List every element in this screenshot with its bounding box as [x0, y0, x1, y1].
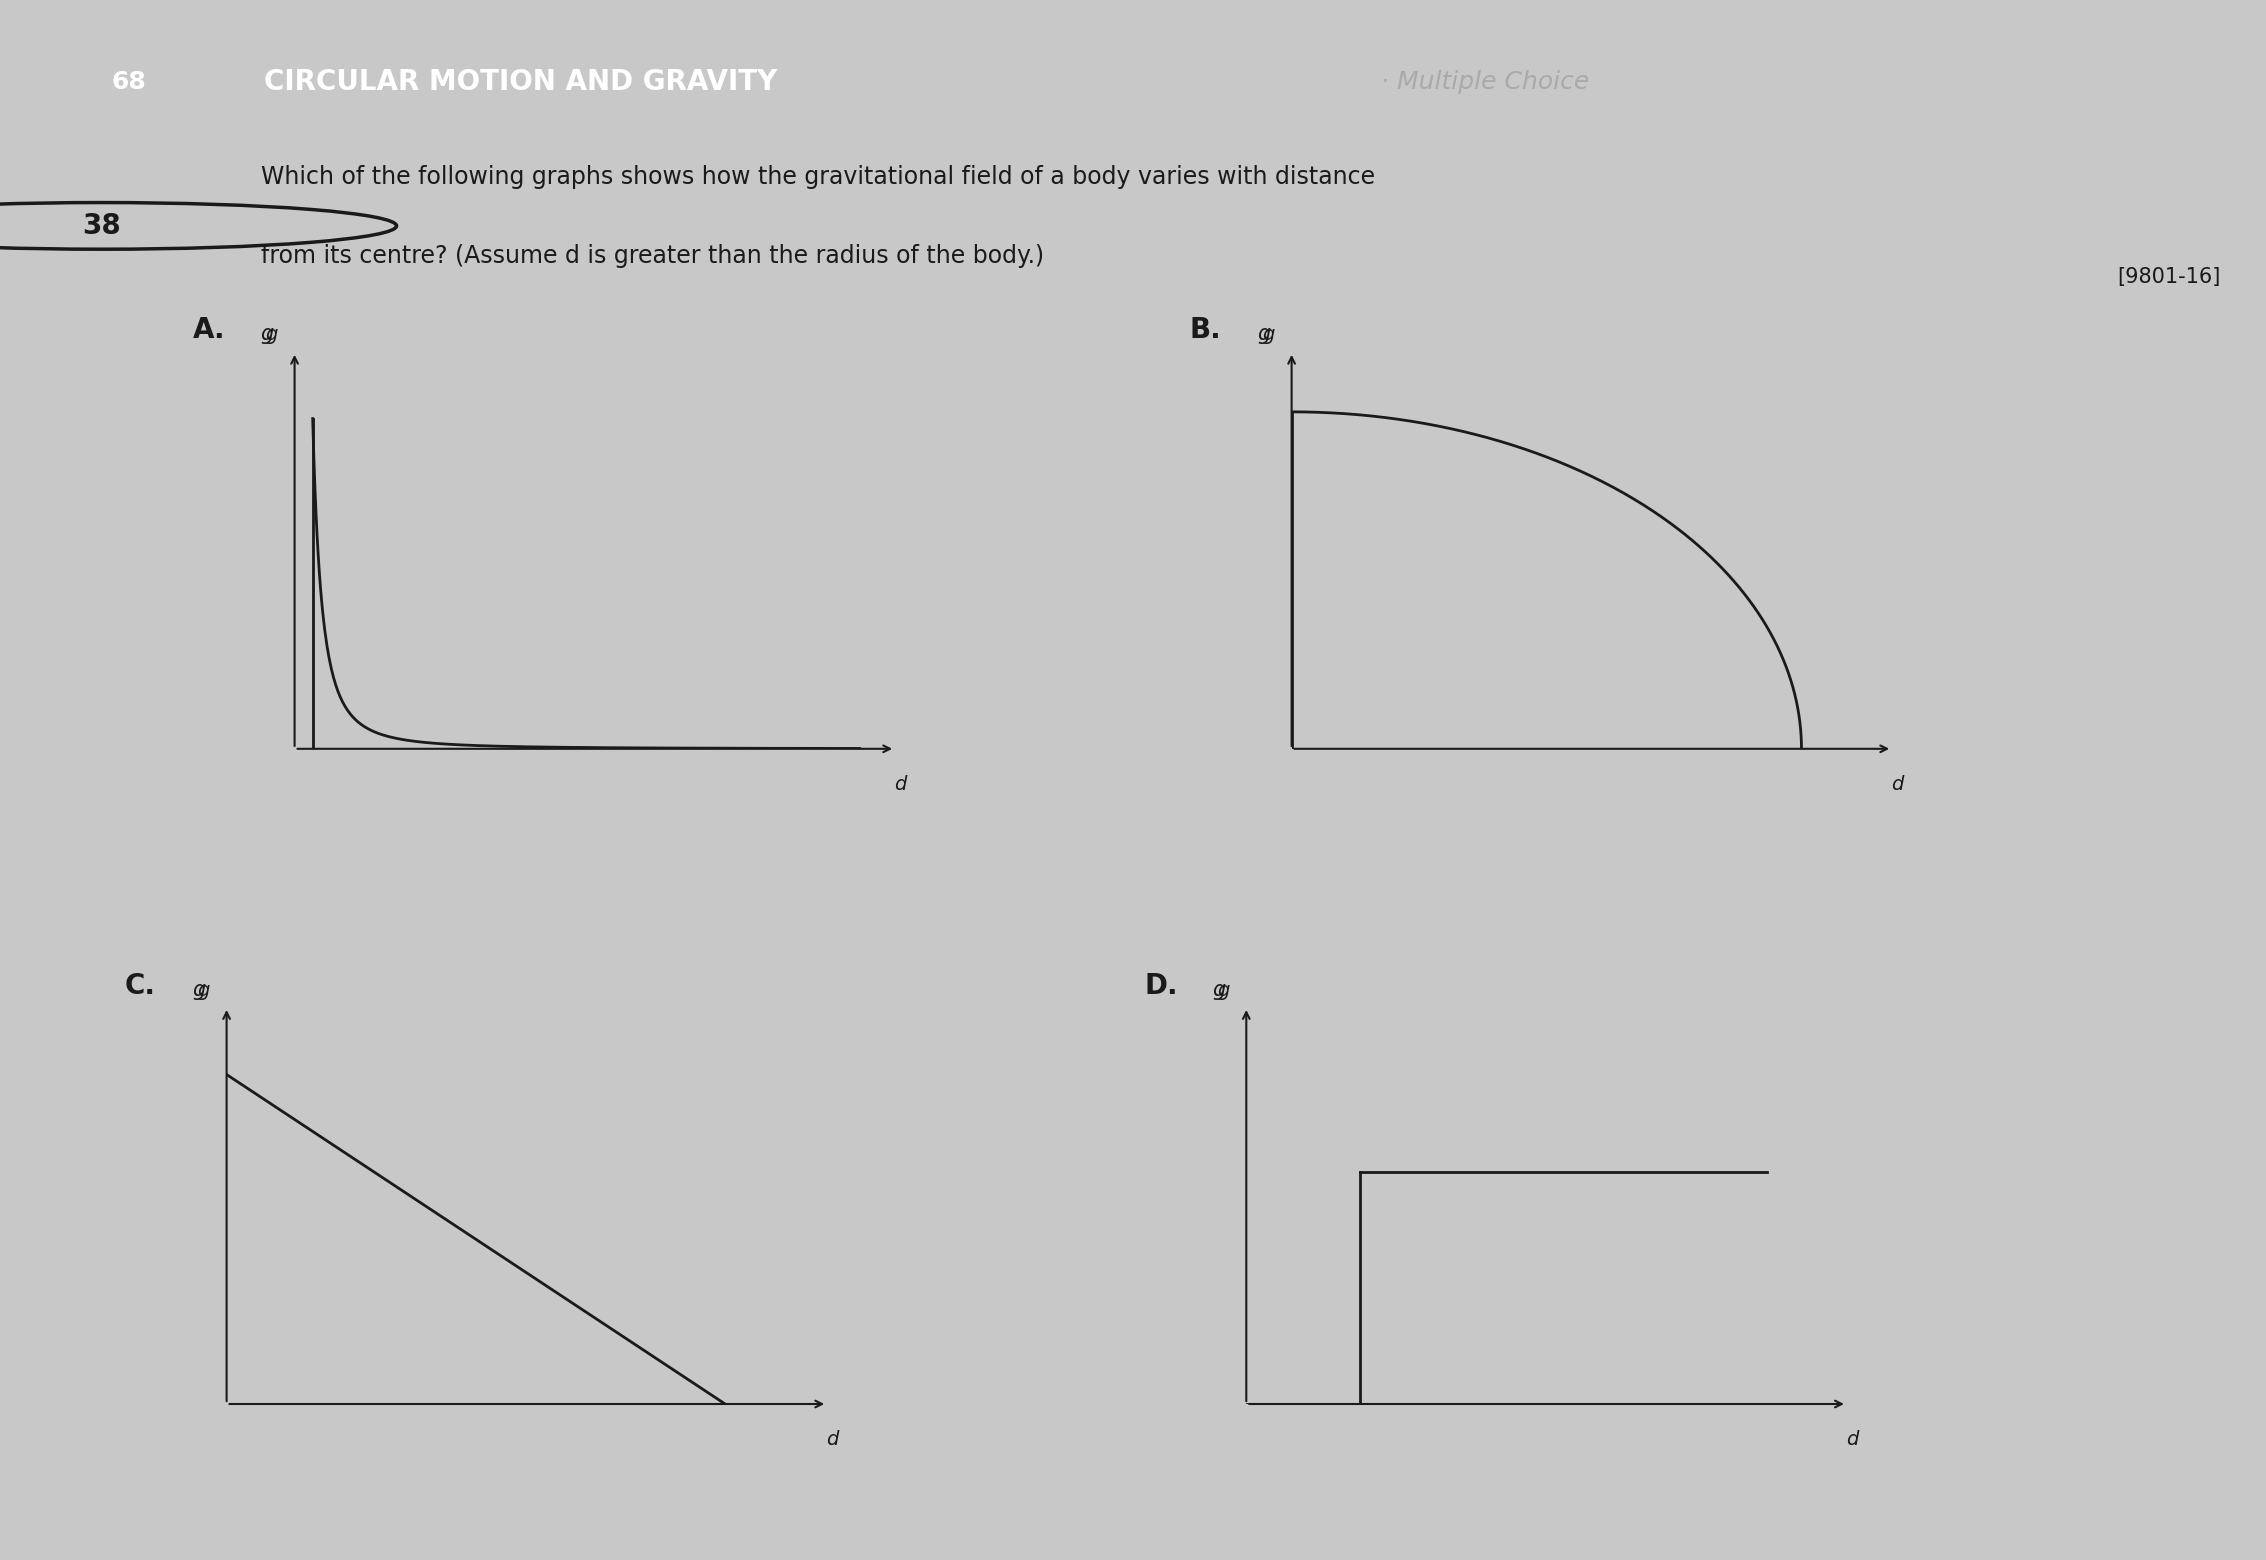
- Text: · Multiple Choice: · Multiple Choice: [1373, 70, 1588, 94]
- Text: g: g: [265, 326, 279, 345]
- Text: g: g: [1258, 324, 1271, 345]
- Text: g: g: [197, 981, 211, 1000]
- Text: g: g: [261, 324, 274, 345]
- Text: d: d: [1847, 1431, 1858, 1449]
- Text: [9801-16]: [9801-16]: [2116, 267, 2221, 287]
- Text: C.: C.: [125, 972, 156, 1000]
- Text: g: g: [1262, 326, 1276, 345]
- Text: g: g: [193, 980, 206, 1000]
- Text: d: d: [827, 1431, 838, 1449]
- Text: CIRCULAR MOTION AND GRAVITY: CIRCULAR MOTION AND GRAVITY: [263, 69, 777, 95]
- Text: A.: A.: [193, 317, 224, 345]
- Text: 68: 68: [111, 70, 147, 94]
- Text: B.: B.: [1190, 317, 1221, 345]
- Text: 38: 38: [82, 212, 122, 240]
- Text: g: g: [1212, 980, 1226, 1000]
- Text: d: d: [895, 775, 906, 794]
- Text: Which of the following graphs shows how the gravitational field of a body varies: Which of the following graphs shows how …: [261, 165, 1375, 189]
- Text: g: g: [1217, 981, 1230, 1000]
- Text: from its centre? (Assume d is greater than the radius of the body.): from its centre? (Assume d is greater th…: [261, 243, 1045, 268]
- Text: D.: D.: [1144, 972, 1178, 1000]
- Text: d: d: [1892, 775, 1903, 794]
